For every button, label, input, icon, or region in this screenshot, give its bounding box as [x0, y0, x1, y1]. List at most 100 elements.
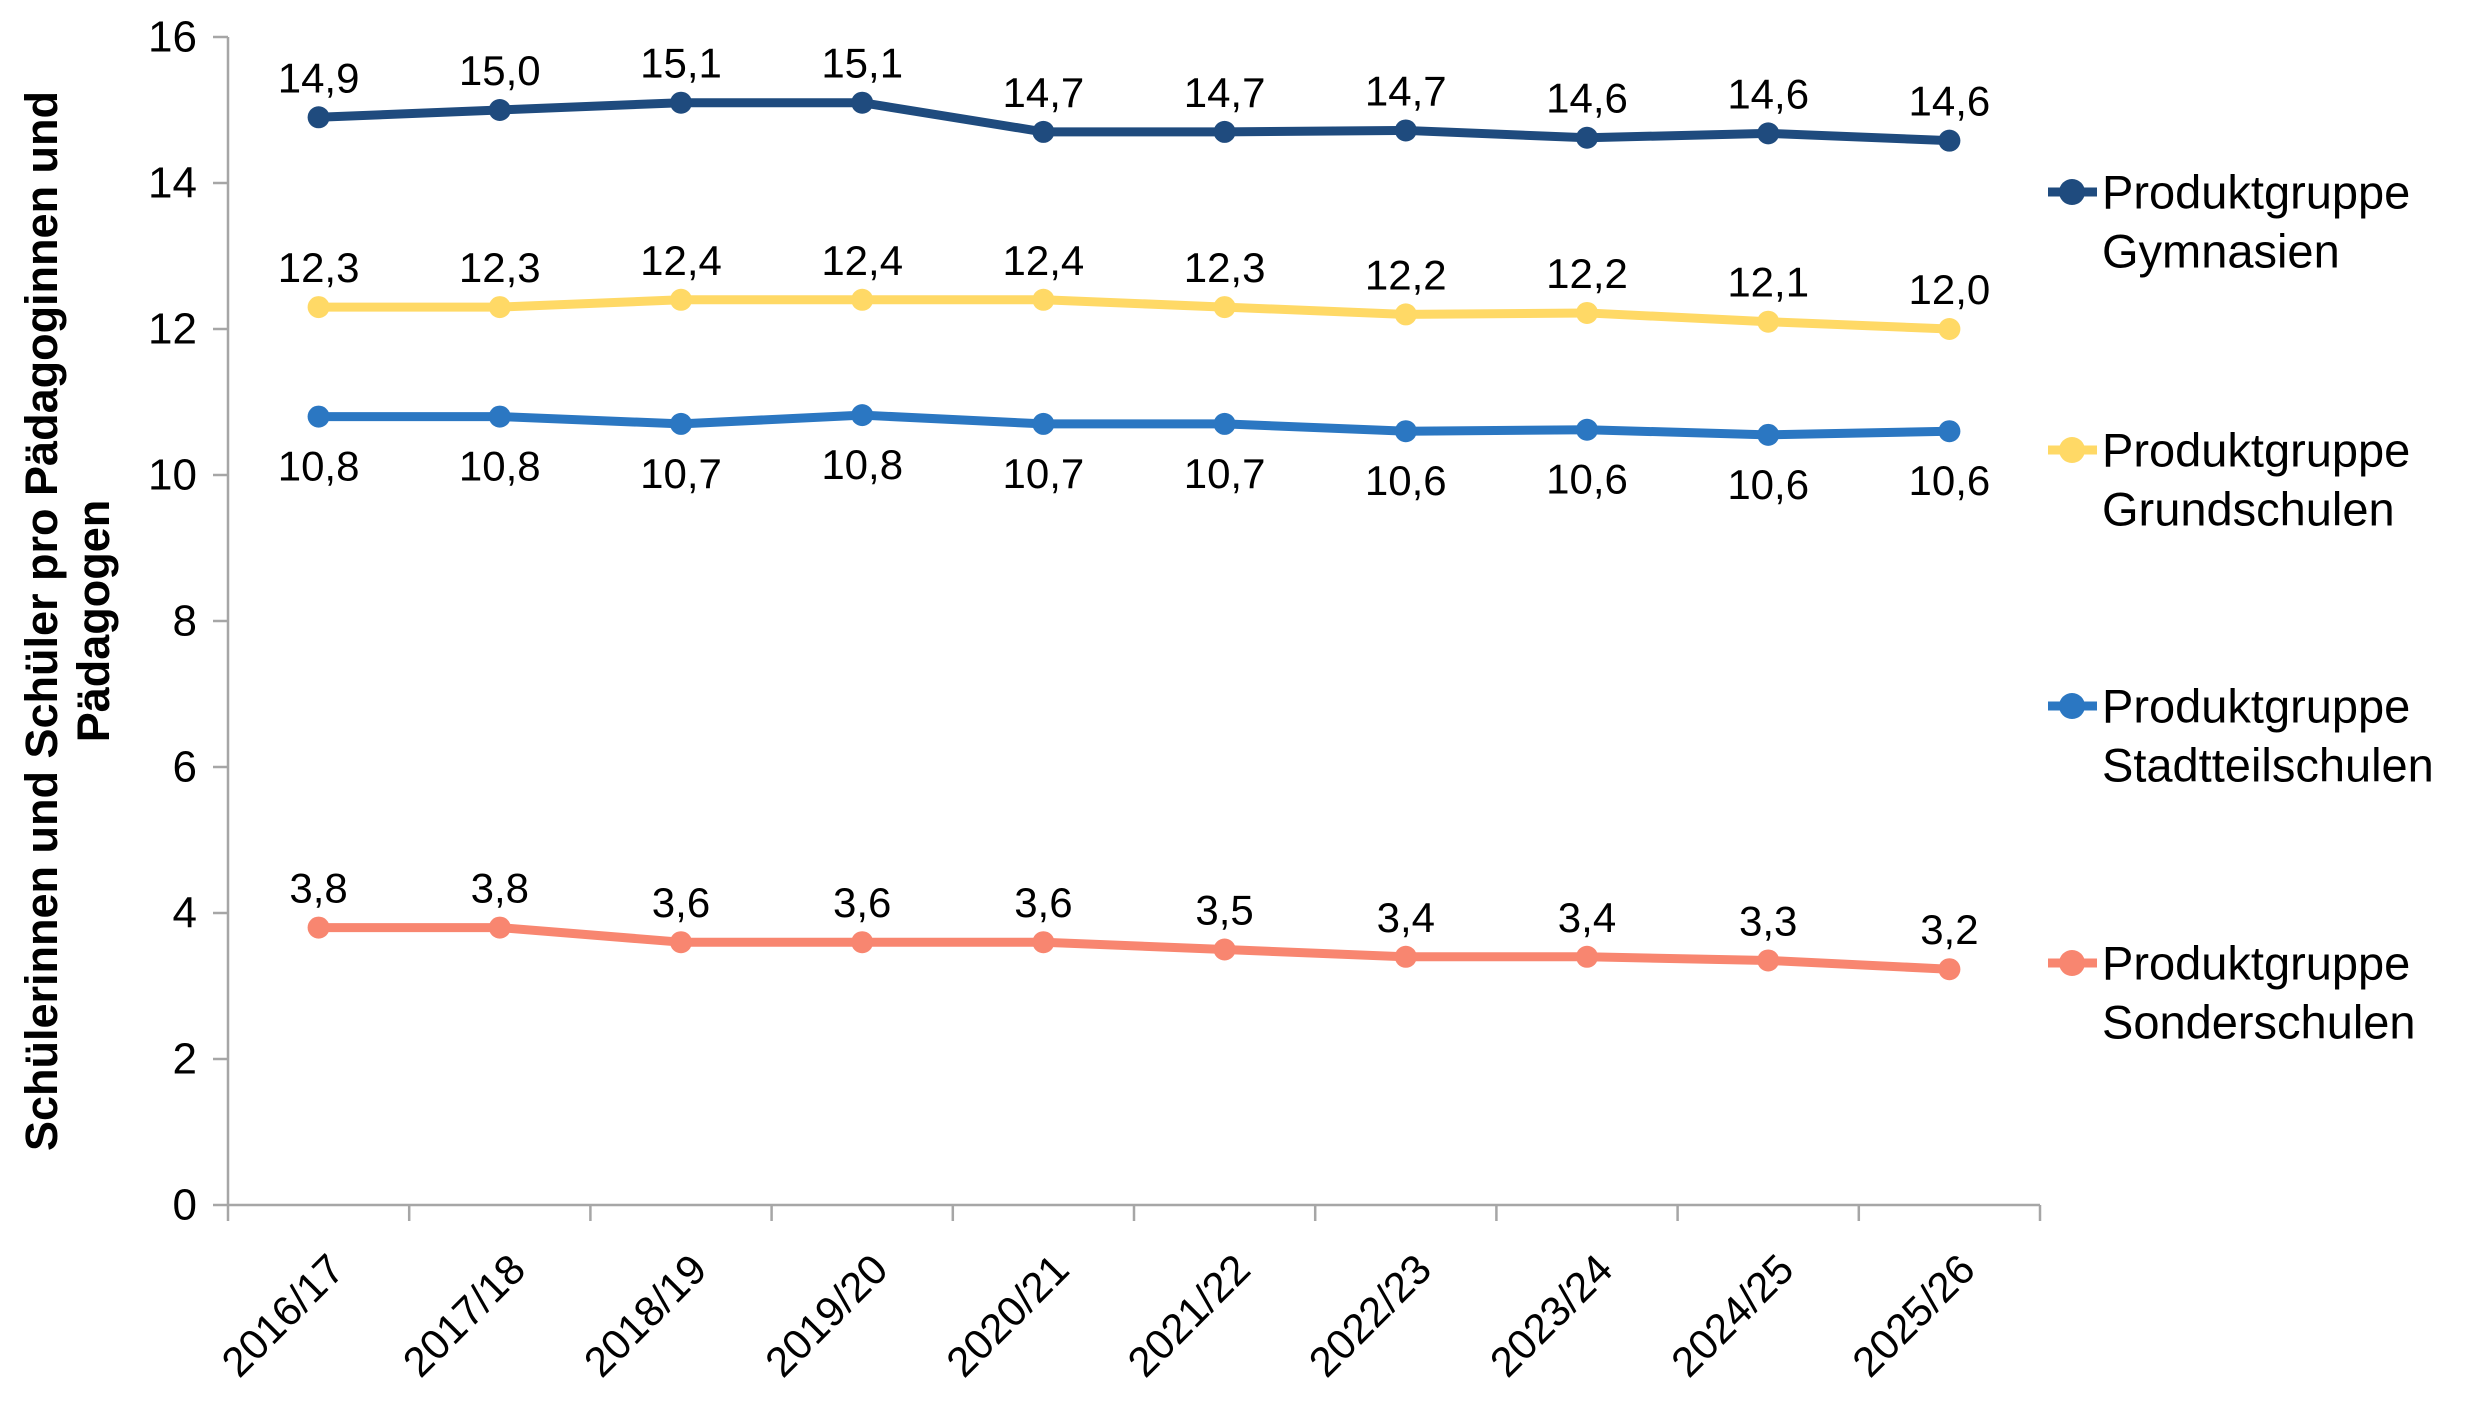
data-point-sonderschulen	[1032, 931, 1055, 954]
data-label-gymnasien: 14,9	[278, 54, 360, 101]
data-point-grundschulen	[1032, 288, 1055, 311]
data-label-sonderschulen: 3,2	[1920, 906, 1978, 953]
legend-marker-icon	[2059, 179, 2085, 205]
data-label-stadtteilschulen: 10,7	[1184, 450, 1266, 497]
data-label-grundschulen: 12,3	[278, 244, 360, 291]
y-tick-label: 0	[173, 1181, 197, 1230]
legend-label-line: Grundschulen	[2102, 483, 2395, 536]
data-point-grundschulen	[1576, 301, 1598, 324]
data-label-stadtteilschulen: 10,6	[1365, 457, 1447, 504]
x-tick-label: 2022/23	[1300, 1245, 1441, 1386]
data-label-grundschulen: 12,3	[1184, 244, 1266, 291]
legend-entry-gymnasien: Produktgruppe Gymnasien	[2048, 166, 2410, 278]
data-point-gymnasien	[1213, 120, 1236, 143]
data-point-stadtteilschulen	[1394, 420, 1417, 443]
data-label-gymnasien: 15,0	[459, 47, 541, 94]
data-point-gymnasien	[1576, 126, 1598, 149]
data-label-sonderschulen: 3,8	[289, 865, 347, 912]
data-point-gymnasien	[1938, 129, 1961, 152]
data-point-gymnasien	[670, 91, 692, 114]
y-tick-label: 4	[173, 889, 197, 938]
y-tick-label: 12	[148, 305, 197, 354]
data-label-grundschulen: 12,4	[640, 237, 722, 284]
legend: Produktgruppe Gymnasien Produktgruppe Grund…	[2048, 166, 2434, 1049]
x-tick-label: 2024/25	[1662, 1245, 1803, 1386]
data-point-gymnasien	[307, 106, 330, 129]
y-tick-label: 8	[173, 597, 197, 646]
series-line-gymnasien	[314, 98, 1954, 146]
data-label-grundschulen: 12,1	[1727, 259, 1809, 306]
data-point-stadtteilschulen	[1032, 412, 1055, 435]
legend-label-line: Sonderschulen	[2102, 996, 2416, 1049]
legend-label-line: Produktgruppe	[2102, 937, 2410, 990]
series-stadtteilschulen: 10,8 10,8 10,7 10,8 10,7 10,7 10,6 10,6 10,6 10,6	[278, 404, 1990, 508]
data-point-gymnasien	[1394, 119, 1417, 142]
data-label-grundschulen: 12,2	[1365, 251, 1447, 298]
x-tick-label: 2019/20	[756, 1245, 897, 1386]
data-point-gymnasien	[1757, 122, 1780, 145]
data-label-stadtteilschulen: 10,7	[640, 450, 722, 497]
data-point-grundschulen	[670, 288, 692, 311]
series-line-stadtteilschulen	[314, 410, 1954, 440]
y-tick-label: 10	[148, 451, 197, 500]
legend-marker-icon	[2059, 437, 2085, 463]
data-label-gymnasien: 14,6	[1909, 78, 1991, 125]
data-label-sonderschulen: 3,4	[1377, 894, 1435, 941]
data-point-sonderschulen	[1213, 938, 1236, 961]
legend-marker-icon	[2059, 693, 2085, 719]
data-point-grundschulen	[488, 296, 511, 319]
x-tick-label: 2025/26	[1843, 1245, 1984, 1386]
axes: 0 2 4 6 8 10 12 14 16 2016/17 2017/18 2018/19 2019/2…	[148, 13, 2042, 1386]
series-line-grundschulen	[314, 295, 1954, 334]
data-label-stadtteilschulen: 10,7	[1003, 450, 1085, 497]
data-point-sonderschulen	[1394, 945, 1417, 968]
data-point-sonderschulen	[1757, 949, 1780, 972]
data-point-stadtteilschulen	[851, 404, 874, 427]
data-label-gymnasien: 15,1	[821, 40, 903, 87]
data-label-grundschulen: 12,4	[1003, 237, 1085, 284]
data-point-stadtteilschulen	[1757, 423, 1780, 446]
data-label-gymnasien: 14,6	[1727, 70, 1809, 117]
legend-entry-grundschulen: Produktgruppe Grundschulen	[2048, 424, 2410, 536]
x-tick-label: 2018/19	[575, 1245, 716, 1386]
y-axis-title-line2: Pädagogen	[68, 500, 119, 743]
data-point-gymnasien	[488, 99, 511, 121]
data-point-stadtteilschulen	[307, 405, 330, 428]
data-label-stadtteilschulen: 10,6	[1546, 456, 1628, 503]
data-point-sonderschulen	[851, 931, 874, 954]
data-point-stadtteilschulen	[1576, 418, 1598, 441]
y-tick-label: 6	[173, 743, 197, 792]
data-label-gymnasien: 14,7	[1003, 69, 1085, 116]
legend-label-line: Produktgruppe	[2102, 424, 2410, 477]
x-tick-label: 2023/24	[1481, 1245, 1622, 1386]
data-label-sonderschulen: 3,6	[833, 879, 891, 926]
data-label-gymnasien: 14,6	[1546, 75, 1628, 122]
legend-label-line: Produktgruppe	[2102, 680, 2410, 733]
data-point-stadtteilschulen	[670, 412, 692, 435]
series-line-sonderschulen	[314, 923, 1954, 974]
data-point-grundschulen	[851, 288, 874, 311]
data-label-stadtteilschulen: 10,8	[459, 443, 541, 490]
data-point-stadtteilschulen	[1213, 412, 1236, 435]
data-label-stadtteilschulen: 10,8	[278, 443, 360, 490]
data-point-grundschulen	[307, 296, 330, 319]
data-label-gymnasien: 15,1	[640, 40, 722, 87]
legend-label-line: Produktgruppe	[2102, 166, 2410, 219]
y-tick-label: 14	[148, 159, 197, 208]
data-point-grundschulen	[1213, 296, 1236, 319]
data-point-sonderschulen	[488, 916, 511, 939]
series-grundschulen: 12,3 12,3 12,4 12,4 12,4 12,3 12,2 12,2 12,1 12,0	[278, 237, 1991, 340]
data-point-grundschulen	[1394, 303, 1417, 326]
data-label-grundschulen: 12,0	[1909, 266, 1991, 313]
data-point-sonderschulen	[1938, 958, 1961, 981]
data-label-grundschulen: 12,3	[459, 244, 541, 291]
x-tick-label: 2016/17	[212, 1245, 353, 1386]
y-axis-title-line1: Schülerinnen und Schüler pro Pädagoginne…	[16, 91, 67, 1151]
data-label-sonderschulen: 3,3	[1739, 897, 1797, 944]
data-point-grundschulen	[1938, 318, 1961, 340]
data-point-sonderschulen	[670, 931, 692, 954]
data-label-gymnasien: 14,7	[1365, 67, 1447, 114]
data-label-sonderschulen: 3,8	[471, 865, 529, 912]
